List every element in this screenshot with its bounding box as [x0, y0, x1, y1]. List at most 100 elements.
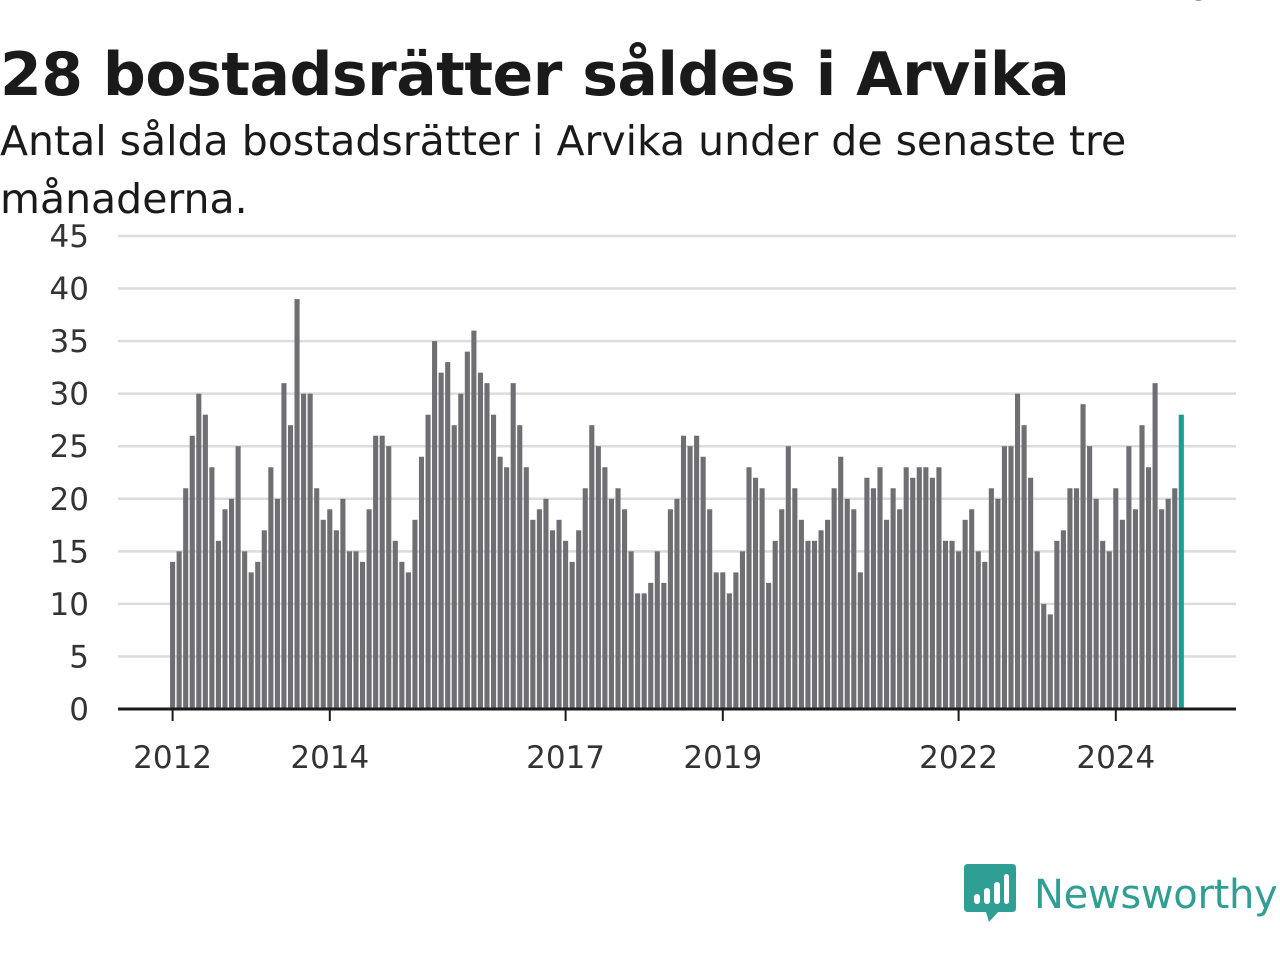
bar	[229, 498, 235, 709]
bar	[635, 593, 641, 709]
bar	[641, 593, 647, 709]
bar	[687, 446, 693, 709]
bar	[975, 551, 981, 709]
bar	[307, 393, 313, 709]
bar	[366, 509, 372, 709]
bar	[425, 414, 431, 709]
bar	[1041, 603, 1047, 709]
bar	[1047, 614, 1053, 709]
y-tick-label: 35	[50, 324, 89, 360]
bar	[392, 540, 398, 709]
bar	[235, 446, 241, 709]
bar	[1028, 477, 1034, 709]
bar	[988, 488, 994, 709]
bar	[320, 519, 326, 709]
bar	[831, 488, 837, 709]
bar	[458, 393, 464, 709]
bar	[1100, 540, 1106, 709]
bar	[654, 551, 660, 709]
bar	[569, 561, 575, 709]
bar	[1054, 540, 1060, 709]
bar	[766, 582, 772, 709]
bar	[484, 383, 490, 709]
bar	[680, 435, 687, 709]
bars	[170, 299, 1184, 709]
bar	[1093, 498, 1099, 709]
bar	[517, 425, 523, 709]
bar	[543, 498, 549, 709]
bar	[864, 477, 870, 709]
bar	[995, 498, 1001, 709]
bar	[274, 498, 280, 709]
bar	[281, 383, 287, 709]
bar	[602, 467, 608, 709]
bar	[1034, 551, 1040, 709]
bar	[268, 467, 274, 709]
y-tick-label: 25	[50, 429, 89, 465]
bar	[1060, 530, 1066, 709]
bar	[1126, 446, 1132, 709]
x-tick-label: 2017	[526, 740, 605, 776]
bar	[215, 540, 221, 709]
newsworthy-logo-icon	[964, 864, 1016, 922]
bar	[438, 372, 444, 709]
y-tick-label: 10	[50, 587, 89, 623]
bar	[255, 561, 261, 709]
bar	[340, 498, 346, 709]
bar	[759, 488, 765, 709]
bar	[523, 467, 529, 709]
bar	[608, 498, 614, 709]
bar	[1073, 488, 1080, 709]
annotation-label: 28	[1167, 0, 1209, 8]
bar	[798, 519, 804, 709]
bar	[189, 435, 195, 709]
bar	[877, 467, 883, 709]
bar	[432, 341, 438, 709]
bar	[464, 351, 470, 709]
bar	[897, 509, 903, 709]
bar	[733, 572, 739, 709]
bar	[667, 509, 673, 709]
bar	[1172, 488, 1178, 709]
bar	[504, 467, 510, 709]
bar	[314, 488, 320, 709]
bar	[399, 561, 405, 709]
bar	[445, 362, 451, 709]
bar	[261, 530, 267, 709]
bar	[386, 446, 392, 709]
bar	[451, 425, 457, 709]
bar	[202, 414, 208, 709]
x-tick-label: 2012	[133, 740, 212, 776]
y-tick-label: 20	[50, 482, 89, 518]
bar	[333, 530, 339, 709]
bar	[294, 299, 300, 709]
y-tick-label: 0	[69, 692, 89, 728]
bar	[805, 540, 811, 709]
y-tick-label: 30	[50, 377, 89, 413]
bar	[648, 582, 654, 709]
bar	[248, 572, 254, 709]
bar	[1159, 509, 1165, 709]
chart-title: 28 bostadsrätter såldes i Arvika	[0, 40, 1070, 110]
bar	[923, 467, 929, 709]
bar	[1015, 393, 1021, 709]
x-tick-label: 2024	[1076, 740, 1155, 776]
bar	[1113, 488, 1119, 709]
bar	[785, 446, 791, 709]
bar	[903, 467, 909, 709]
bar	[301, 393, 307, 709]
bar	[373, 435, 379, 709]
bar	[674, 498, 680, 709]
bar	[170, 561, 176, 709]
bar	[982, 561, 988, 709]
bar	[962, 519, 968, 709]
bar	[884, 519, 890, 709]
bar-latest	[1178, 414, 1184, 709]
bar	[929, 477, 935, 709]
bar	[746, 467, 752, 709]
bar	[471, 330, 477, 709]
bar	[477, 372, 483, 709]
bar	[844, 498, 850, 709]
y-tick-label: 5	[69, 639, 89, 675]
